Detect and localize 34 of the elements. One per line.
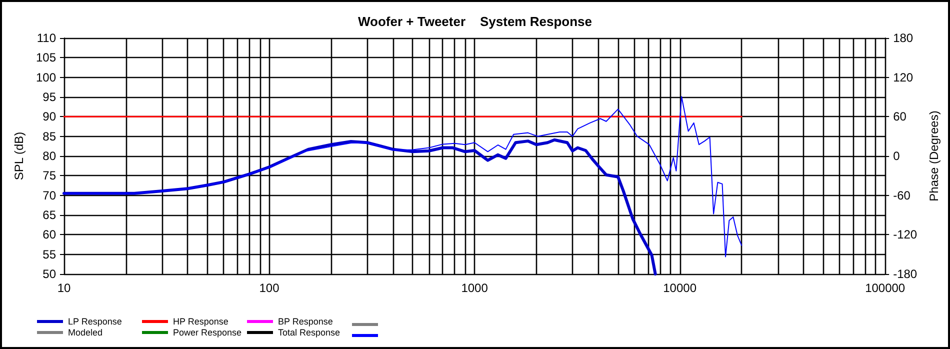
y-tick-label: 95 <box>42 90 56 104</box>
y-tick-label: 105 <box>36 50 56 65</box>
y-tick-label: 85 <box>42 129 56 144</box>
y-tick-label: 50 <box>42 267 56 281</box>
legend-label: Power Response <box>173 328 242 338</box>
y-tick-label: 75 <box>42 168 56 183</box>
y2-tick-label: 0 <box>893 149 900 163</box>
legend-label: BP Response <box>278 316 333 326</box>
y-tick-label: 65 <box>42 208 56 222</box>
y2-tick-label: 60 <box>893 110 907 124</box>
chart-title: Woofer + Tweeter System Response <box>358 14 592 29</box>
y-tick-label: 110 <box>36 31 56 45</box>
y2-tick-label: 180 <box>893 31 914 45</box>
y-tick-label: 60 <box>42 228 56 242</box>
y2-tick-label: -120 <box>893 228 918 242</box>
x-tick-label: 10 <box>57 281 71 295</box>
y-tick-label: 90 <box>42 110 56 124</box>
legend-label: HP Response <box>173 316 228 326</box>
y-tick-label: 70 <box>42 188 56 202</box>
y2-tick-label: -60 <box>893 188 911 202</box>
legend-label: LP Response <box>68 316 122 326</box>
x-tick-label: 100 <box>259 281 280 295</box>
y-tick-label: 55 <box>42 247 56 262</box>
legend-label: Modeled <box>68 328 103 338</box>
x-tick-label: 1000 <box>461 281 488 295</box>
y-tick-label: 80 <box>42 149 56 163</box>
x-tick-label: 10000 <box>663 281 697 295</box>
y2-tick-label: 120 <box>893 70 914 84</box>
y-axis-title: SPL (dB) <box>12 132 26 180</box>
x-tick-label: 100000 <box>865 281 906 295</box>
y-tick-label: 100 <box>36 70 56 84</box>
legend-label: Total Response <box>278 328 340 338</box>
y2-tick-label: -180 <box>893 267 918 281</box>
y2-axis-title: Phase (Degrees) <box>927 110 941 202</box>
